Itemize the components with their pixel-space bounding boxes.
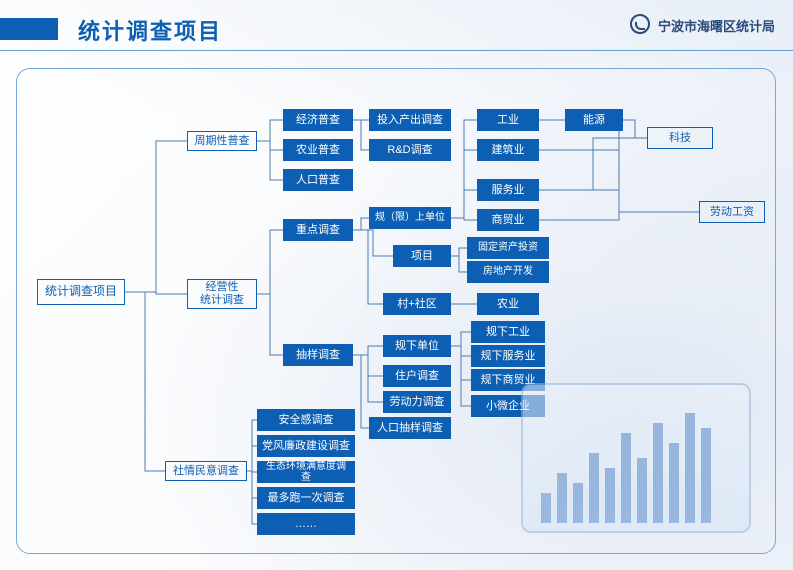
node-c2: 农业普查	[283, 139, 353, 161]
node-e2: 建筑业	[477, 139, 539, 161]
page-title: 统计调查项目	[78, 14, 222, 46]
node-b3: 社情民意调查	[165, 461, 247, 481]
node-c6: 安全感调查	[257, 409, 355, 431]
node-g1: 科技	[647, 127, 713, 149]
node-d2: R&D调查	[369, 139, 451, 161]
node-e3: 服务业	[477, 179, 539, 201]
node-c5: 抽样调查	[283, 344, 353, 366]
node-c7: 党风廉政建设调查	[257, 435, 355, 457]
node-e6: 房地产开发	[467, 261, 549, 283]
tablet-illustration	[521, 383, 751, 533]
node-d7: 住户调查	[383, 365, 451, 387]
node-d9: 人口抽样调查	[369, 417, 451, 439]
node-b2: 经营性统计调查	[187, 279, 257, 309]
node-d1: 投入产出调查	[369, 109, 451, 131]
node-e1: 工业	[477, 109, 539, 131]
node-e8: 规下工业	[471, 321, 545, 343]
node-e7: 农业	[477, 293, 539, 315]
node-d8: 劳动力调查	[383, 391, 451, 413]
node-c1: 经济普查	[283, 109, 353, 131]
node-g2: 劳动工资	[699, 201, 765, 223]
org-name-text: 宁波市海曙区统计局	[658, 19, 775, 34]
node-c10: ……	[257, 513, 355, 535]
node-c9: 最多跑一次调查	[257, 487, 355, 509]
node-d3: 规（限）上单位	[369, 207, 451, 229]
diagram-frame: 统计调查项目 周期性普查经营性统计调查社情民意调查 经济普查农业普查人口普查重点调查…	[16, 68, 776, 554]
node-b1: 周期性普查	[187, 131, 257, 151]
node-f1: 能源	[565, 109, 623, 131]
node-c3: 人口普查	[283, 169, 353, 191]
node-d6: 规下单位	[383, 335, 451, 357]
org-name: 宁波市海曙区统计局	[630, 14, 775, 35]
node-e9: 规下服务业	[471, 345, 545, 367]
node-root: 统计调查项目	[37, 279, 125, 305]
node-d5: 村+社区	[383, 293, 451, 315]
node-e4: 商贸业	[477, 209, 539, 231]
node-d4: 项目	[393, 245, 451, 267]
node-e5: 固定资产投资	[467, 237, 549, 259]
header-underline	[0, 50, 793, 51]
node-c8: 生态环境满意度调查	[257, 461, 355, 483]
node-c4: 重点调查	[283, 219, 353, 241]
header-accent-bar	[0, 18, 58, 40]
org-logo-icon	[630, 14, 650, 34]
